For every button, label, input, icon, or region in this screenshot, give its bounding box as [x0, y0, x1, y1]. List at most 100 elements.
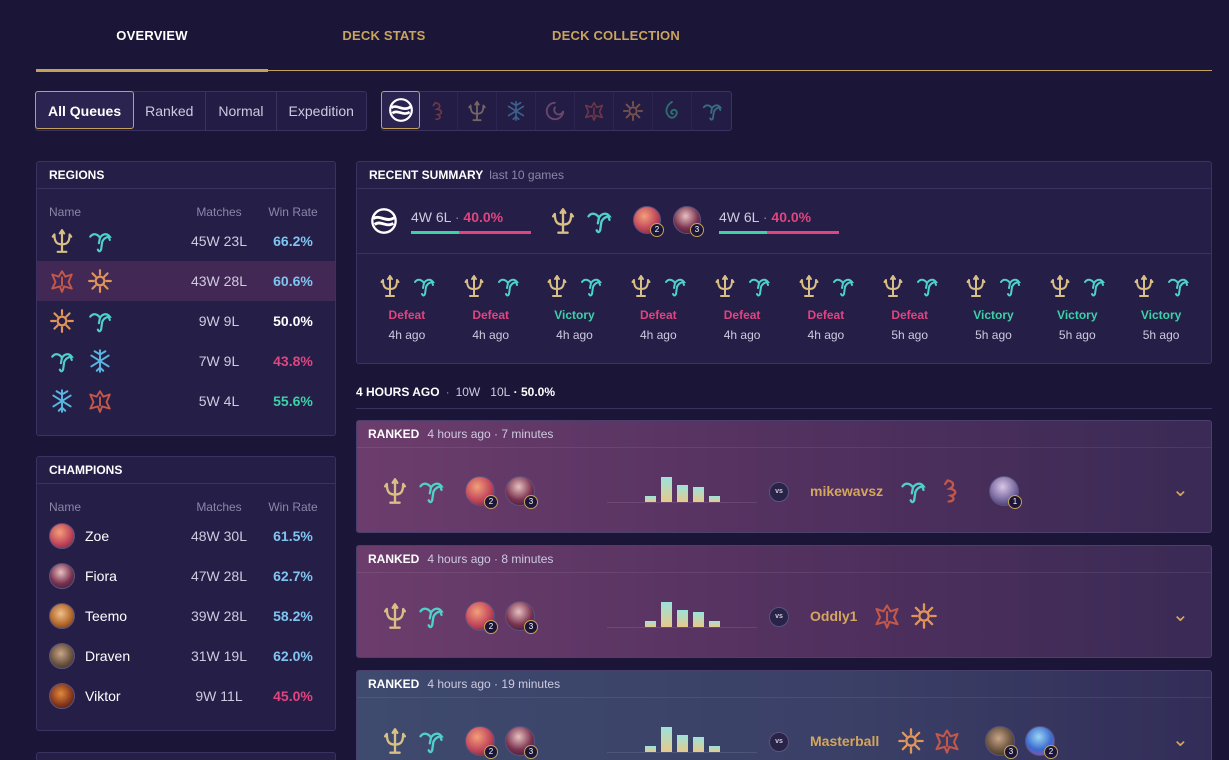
queue-expedition-button[interactable]: Expedition	[288, 103, 354, 119]
piltover-icon	[87, 268, 113, 294]
mana-curve-chart	[607, 725, 757, 753]
deck-winrate-bar	[719, 231, 839, 234]
region-row[interactable]: 5W 4L 55.6%	[37, 381, 335, 421]
draven-avatar	[49, 643, 75, 669]
game-time: 5h ago	[975, 328, 1012, 342]
match-time: 4 hours ago · 7 minutes	[427, 427, 554, 441]
champion-row[interactable]: Fiora 47W 28L 62.7%	[37, 556, 335, 596]
opponent-name[interactable]: mikewavsz	[810, 483, 884, 499]
targon-icon	[466, 100, 488, 122]
champion-name: Draven	[85, 648, 131, 664]
summary-overview: 4W 6L · 40.0% 2 3 4W 6L · 40.0%	[357, 190, 1211, 254]
game-result: Victory	[973, 308, 1014, 322]
region-filter-bilgewater[interactable]	[536, 92, 575, 130]
mana-curve-bar	[692, 612, 704, 627]
zoe-avatar	[49, 523, 75, 549]
match-body: 2 3 vs Masterball 3 2 ⌄	[357, 699, 1211, 760]
ionia-icon	[831, 273, 855, 299]
overall-rate: 40.0%	[463, 209, 504, 225]
region-filter-targon[interactable]	[458, 92, 497, 130]
champion-row[interactable]: Draven 31W 19L 62.0%	[37, 636, 335, 676]
card-count-badge: 2	[484, 745, 498, 759]
all-regions-icon	[370, 207, 398, 235]
tab-deck-collection[interactable]: DECK COLLECTION	[552, 28, 680, 43]
champions-table-header: Name Matches Win Rate	[37, 484, 335, 516]
teemo-avatar	[49, 603, 75, 629]
win-fill	[411, 231, 459, 234]
game-time: 4h ago	[807, 328, 845, 342]
overall-wl: 4W 6L	[411, 209, 451, 225]
region-filter-shadow-isles[interactable]	[653, 92, 692, 130]
region-row[interactable]: 9W 9L 50.0%	[37, 301, 335, 341]
match-card[interactable]: RANKED 4 hours ago · 8 minutes 2 3 vs Odd…	[356, 545, 1212, 658]
freljord-icon	[505, 100, 527, 122]
match-queue: RANKED	[368, 677, 420, 691]
region-filter-freljord[interactable]	[497, 92, 536, 130]
champion-matches: 47W 28L	[190, 568, 248, 584]
champion-row[interactable]: Zoe 48W 30L 61.5%	[37, 516, 335, 556]
champion-win-rate: 62.0%	[273, 648, 313, 664]
targon-icon	[713, 273, 737, 299]
region-filter-all[interactable]	[381, 91, 420, 129]
region-row[interactable]: 43W 28L 60.6%	[37, 261, 335, 301]
queue-filter: All Queues Ranked Normal Expedition	[35, 91, 367, 131]
tab-overview[interactable]: OVERVIEW	[36, 0, 268, 72]
mana-curve-bar	[644, 621, 656, 627]
targon-icon	[1132, 273, 1156, 299]
region-win-rate: 66.2%	[273, 233, 313, 249]
match-group-header: 4 HOURS AGO · 10W 10L · 50.0%	[356, 385, 1212, 409]
champion-matches: 48W 30L	[190, 528, 248, 544]
match-card[interactable]: RANKED 4 hours ago · 19 minutes 2 3 vs Ma…	[356, 670, 1212, 760]
expand-chevron-icon[interactable]: ⌄	[1172, 479, 1189, 501]
champion-row[interactable]: Viktor 9W 11L 45.0%	[37, 676, 335, 716]
match-card[interactable]: RANKED 4 hours ago · 7 minutes 2 3 vs mik…	[356, 420, 1212, 533]
champion-win-rate: 58.2%	[273, 608, 313, 624]
region-filter-noxus[interactable]	[419, 92, 458, 130]
game-time: 4h ago	[723, 328, 761, 342]
deck-wl: 4W 6L	[719, 209, 759, 225]
recent-game[interactable]: Victory 5h ago	[1035, 272, 1119, 342]
expand-chevron-icon[interactable]: ⌄	[1172, 604, 1189, 626]
region-filter-piltover[interactable]	[614, 92, 653, 130]
opponent-name[interactable]: Masterball	[810, 733, 880, 749]
recent-game[interactable]: Defeat 4h ago	[784, 272, 868, 342]
piltover-icon	[910, 601, 938, 631]
recent-game[interactable]: Defeat 4h ago	[616, 272, 700, 342]
recent-game[interactable]: Defeat 4h ago	[700, 272, 784, 342]
demacia-icon	[933, 726, 961, 756]
region-row[interactable]: 45W 23L 66.2%	[37, 221, 335, 261]
header-win-rate: Win Rate	[268, 500, 318, 514]
mana-curve-bar	[708, 621, 720, 627]
queue-ranked-button[interactable]: Ranked	[133, 92, 207, 130]
piltover-icon	[49, 308, 75, 334]
card-count-badge: 3	[524, 495, 538, 509]
ionia-icon	[663, 273, 687, 299]
recent-game[interactable]: Victory 5h ago	[952, 272, 1036, 342]
region-win-rate: 60.6%	[273, 273, 313, 289]
region-filter-ionia[interactable]	[692, 92, 731, 130]
recent-game[interactable]: Defeat 4h ago	[365, 272, 449, 342]
recent-game[interactable]: Defeat 4h ago	[449, 272, 533, 342]
champion-row[interactable]: Teemo 39W 28L 58.2%	[37, 596, 335, 636]
regions-table-header: Name Matches Win Rate	[37, 189, 335, 221]
match-body: 2 3 vs Oddly1 ⌄	[357, 574, 1211, 658]
game-result: Defeat	[723, 308, 761, 322]
queue-normal-button[interactable]: Normal	[206, 92, 277, 130]
expand-chevron-icon[interactable]: ⌄	[1172, 729, 1189, 751]
region-matches: 7W 9L	[198, 353, 240, 369]
recent-game[interactable]: Victory 4h ago	[533, 272, 617, 342]
region-filter-demacia[interactable]	[575, 92, 614, 130]
recent-game[interactable]: Defeat 5h ago	[868, 272, 952, 342]
tab-deck-stats[interactable]: DECK STATS	[342, 28, 426, 43]
queue-all-button[interactable]: All Queues	[35, 91, 135, 129]
opponent-name[interactable]: Oddly1	[810, 608, 858, 624]
region-win-rate: 50.0%	[273, 313, 313, 329]
region-matches: 9W 9L	[198, 313, 240, 329]
targon-icon	[629, 273, 653, 299]
recent-game[interactable]: Victory 5h ago	[1119, 272, 1203, 342]
zoe-avatar: 2	[465, 726, 498, 759]
region-filter	[381, 91, 732, 131]
main-tabs: OVERVIEW DECK STATS DECK COLLECTION	[36, 0, 1212, 72]
ionia-icon	[998, 273, 1022, 299]
region-row[interactable]: 7W 9L 43.8%	[37, 341, 335, 381]
